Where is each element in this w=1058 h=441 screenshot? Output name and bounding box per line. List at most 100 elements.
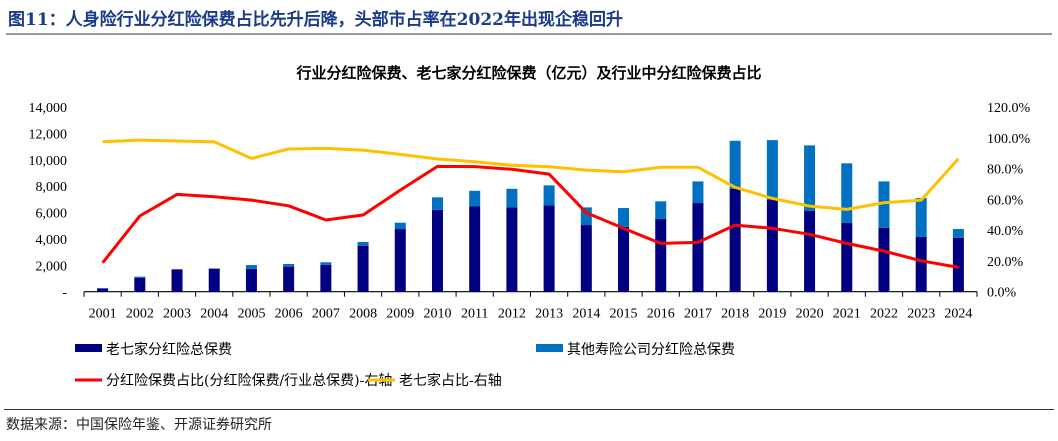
- x-axis-tick-label: 2016: [647, 307, 675, 322]
- line-laoqijia-share: [102, 138, 960, 211]
- legend-label: 其他寿险公司分红险总保费: [567, 341, 735, 358]
- bar-laoqijia: [134, 277, 146, 292]
- legend-label: 老七家分红险总保费: [106, 341, 232, 358]
- source-note: 数据来源：中国保险年鉴、开源证券研究所: [6, 417, 272, 433]
- bar-other-insurers: [729, 140, 741, 189]
- line-dividend-share: [101, 164, 959, 269]
- bar-laoqijia: [580, 225, 592, 292]
- bar-laoqijia: [320, 264, 332, 292]
- bar-laoqijia: [357, 245, 369, 292]
- bar-other-insurers: [245, 265, 257, 269]
- x-axis-tick-label: 2018: [721, 307, 749, 322]
- right-axis-tick-label: 100.0%: [987, 132, 1031, 147]
- x-axis-tick-label: 2005: [237, 307, 265, 322]
- left-axis-tick-label: 6,000: [36, 207, 68, 222]
- x-axis-tick-label: 2010: [423, 307, 451, 322]
- bar-other-insurers: [357, 241, 369, 246]
- legend-swatch: [75, 344, 102, 352]
- title-divider: [6, 33, 1052, 35]
- left-axis-tick-label: 8,000: [36, 180, 68, 195]
- bar-other-insurers: [655, 201, 667, 219]
- x-axis-tick-label: 2023: [907, 307, 935, 322]
- bar-other-insurers: [469, 190, 481, 207]
- bar-other-insurers: [394, 222, 406, 230]
- bar-laoqijia: [729, 188, 741, 292]
- x-axis-tick-label: 2014: [572, 307, 600, 322]
- x-axis-tick-label: 2011: [461, 307, 488, 322]
- bar-laoqijia: [915, 236, 927, 292]
- x-axis-tick-label: 2020: [796, 307, 824, 322]
- x-axis-tick-label: 2003: [163, 307, 191, 322]
- bar-other-insurers: [580, 207, 592, 226]
- right-axis-tick-label: 80.0%: [987, 163, 1024, 178]
- bar-other-insurers: [506, 188, 518, 208]
- bar-other-insurers: [283, 263, 295, 267]
- legend: 老七家分红险总保费 其他寿险公司分红险总保费分红险保费占比(分红险保费/行业总保费…: [75, 341, 735, 389]
- bar-other-insurers: [543, 185, 555, 206]
- bar-laoqijia: [841, 222, 853, 292]
- x-axis-tick-label: 2009: [386, 307, 414, 322]
- bar-laoqijia: [618, 226, 630, 292]
- left-axis-tick-label: 12,000: [29, 127, 68, 142]
- x-axis-tick-label: 2015: [610, 307, 638, 322]
- x-axis-tick-label: 2012: [498, 307, 526, 322]
- right-axis-tick-label: 120.0%: [987, 101, 1031, 116]
- x-axis-tick-label: 2007: [312, 307, 340, 322]
- bar-other-insurers: [878, 181, 890, 228]
- legend-label: 老七家占比-右轴: [399, 372, 502, 389]
- x-axis-tick-label: 2006: [275, 307, 303, 322]
- bar-laoqijia: [766, 199, 778, 292]
- bar-other-insurers: [915, 198, 927, 237]
- x-axis-tick-label: 2002: [126, 307, 154, 322]
- legend-label: 分红险保费占比(分红险保费/行业总保费)-右轴: [106, 373, 392, 389]
- left-axis-tick-label: 14,000: [29, 101, 68, 116]
- bar-laoqijia: [692, 203, 704, 292]
- figure-title: 图11：人身险行业分红险保费占比先升后降，头部市占率在2022年出现企稳回升: [8, 10, 623, 30]
- axes: - 2,000 4,000 6,000 8,000 10,000 12,000 14,000 0…: [29, 101, 1031, 322]
- bar-laoqijia: [952, 237, 964, 292]
- bars: [97, 140, 964, 292]
- bar-other-insurers: [320, 262, 332, 265]
- x-axis-tick-label: 2001: [89, 307, 117, 322]
- bar-other-insurers: [692, 181, 704, 204]
- left-axis-tick-label: 10,000: [29, 154, 68, 169]
- right-axis-tick-label: 40.0%: [987, 224, 1024, 239]
- right-axis-tick-label: 0.0%: [987, 286, 1017, 301]
- bar-laoqijia: [655, 218, 667, 292]
- bar-other-insurers: [618, 208, 630, 227]
- chart-title: 行业分红险保费、老七家分红险保费（亿元）及行业中分红险保费占比: [295, 64, 761, 82]
- bar-laoqijia: [394, 229, 406, 292]
- left-axis-tick-label: 4,000: [36, 233, 68, 248]
- bar-other-insurers: [766, 140, 778, 200]
- right-axis-tick-label: 60.0%: [987, 193, 1024, 208]
- x-axis-tick-label: 2019: [758, 307, 786, 322]
- bar-laoqijia: [804, 210, 816, 292]
- bar-other-insurers: [804, 145, 816, 211]
- bar-laoqijia: [208, 268, 220, 292]
- bar-other-insurers: [841, 163, 853, 223]
- bar-other-insurers: [431, 197, 443, 210]
- left-axis-tick-label: 2,000: [36, 259, 68, 274]
- bar-laoqijia: [245, 268, 257, 292]
- bar-laoqijia: [506, 207, 518, 292]
- x-axis-tick-label: 2022: [870, 307, 898, 322]
- left-axis-tick-label: -: [62, 286, 67, 301]
- bar-laoqijia: [469, 206, 481, 292]
- x-axis-tick-label: 2013: [535, 307, 563, 322]
- x-axis-tick-label: 2008: [349, 307, 377, 322]
- bar-laoqijia: [97, 288, 109, 292]
- source-divider: [4, 409, 1054, 410]
- legend-swatch: [536, 344, 563, 352]
- x-axis-tick-label: 2024: [944, 307, 972, 322]
- x-axis-tick-label: 2004: [200, 307, 228, 322]
- right-axis-tick-label: 20.0%: [987, 255, 1024, 270]
- bar-laoqijia: [283, 266, 295, 292]
- x-axis-tick-label: 2021: [833, 307, 861, 322]
- bar-laoqijia: [878, 227, 890, 292]
- bar-laoqijia: [171, 269, 183, 292]
- bar-other-insurers: [134, 276, 146, 278]
- bar-other-insurers: [952, 229, 964, 238]
- bar-laoqijia: [543, 205, 555, 292]
- x-axis-tick-label: 2017: [684, 307, 712, 322]
